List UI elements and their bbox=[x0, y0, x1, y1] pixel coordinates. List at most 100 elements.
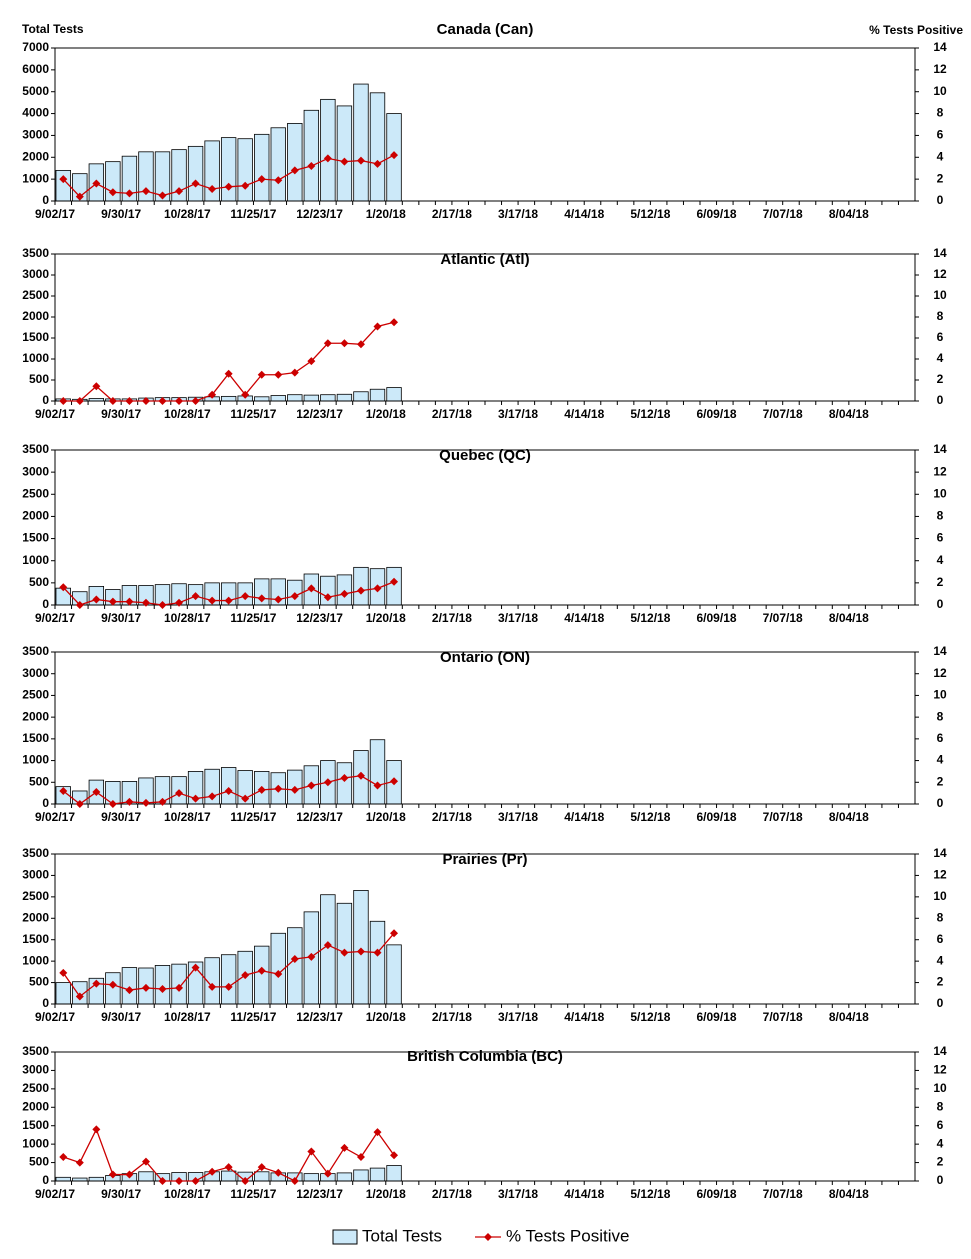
x-tick-label: 5/12/18 bbox=[630, 1187, 670, 1201]
marker bbox=[241, 1177, 250, 1185]
y2-tick-label: 4 bbox=[937, 953, 944, 967]
bar bbox=[55, 982, 71, 1005]
marker bbox=[224, 1163, 233, 1172]
x-tick-label: 10/28/17 bbox=[164, 1010, 211, 1024]
marker bbox=[208, 1167, 217, 1176]
x-tick-label: 4/14/18 bbox=[564, 611, 604, 625]
y-tick-label: 3500 bbox=[22, 246, 49, 260]
x-tick-label: 11/25/17 bbox=[230, 407, 276, 421]
y2-tick-label: 12 bbox=[933, 267, 947, 281]
bar bbox=[336, 762, 353, 805]
marker bbox=[290, 368, 299, 377]
bar bbox=[88, 1176, 105, 1182]
bar bbox=[303, 1173, 320, 1182]
marker bbox=[323, 778, 332, 787]
chart-title: Quebec (QC) bbox=[439, 447, 531, 464]
x-tick-label: 7/07/18 bbox=[763, 207, 803, 221]
y2-tick-label: 0 bbox=[937, 1173, 944, 1187]
y-tick-label: 3000 bbox=[22, 464, 49, 478]
marker bbox=[257, 1163, 266, 1172]
bar bbox=[386, 566, 402, 606]
x-tick-label: 5/12/18 bbox=[630, 810, 670, 824]
y-tick-label: 500 bbox=[29, 774, 49, 788]
marker bbox=[75, 800, 84, 808]
x-tick-label: 12/23/17 bbox=[296, 611, 343, 625]
y-tick-label: 1000 bbox=[22, 953, 49, 967]
bar bbox=[336, 105, 353, 202]
marker bbox=[323, 1169, 332, 1178]
y2-tick-label: 2 bbox=[937, 575, 944, 589]
marker bbox=[92, 595, 101, 604]
x-tick-label: 2/17/18 bbox=[432, 810, 472, 824]
marker bbox=[141, 798, 150, 807]
x-tick-label: 11/25/17 bbox=[230, 207, 276, 221]
marker bbox=[356, 771, 365, 780]
bar bbox=[336, 393, 353, 402]
y-tick-label: 1500 bbox=[22, 932, 49, 946]
marker bbox=[108, 980, 117, 989]
marker bbox=[373, 781, 382, 790]
marker bbox=[158, 1177, 167, 1185]
y-tick-label: 0 bbox=[42, 996, 49, 1010]
marker bbox=[141, 187, 150, 196]
marker bbox=[373, 1128, 382, 1137]
bar bbox=[187, 145, 204, 202]
y-tick-label: 1500 bbox=[22, 330, 49, 344]
marker bbox=[92, 382, 101, 391]
marker bbox=[323, 154, 332, 163]
x-tick-label: 7/07/18 bbox=[763, 407, 803, 421]
y-tick-label: 2500 bbox=[22, 288, 49, 302]
x-tick-label: 3/17/18 bbox=[498, 1010, 538, 1024]
marker bbox=[175, 397, 184, 405]
y2-tick-label: 0 bbox=[937, 193, 944, 207]
y2-tick-label: 6 bbox=[937, 531, 944, 545]
marker bbox=[257, 785, 266, 794]
bar bbox=[353, 391, 369, 402]
marker bbox=[158, 797, 167, 806]
y2-tick-label: 2 bbox=[937, 774, 944, 788]
x-tick-label: 9/30/17 bbox=[101, 407, 141, 421]
bar bbox=[336, 1172, 353, 1182]
marker bbox=[307, 162, 316, 171]
marker bbox=[373, 948, 382, 957]
x-tick-label: 5/12/18 bbox=[630, 407, 670, 421]
marker bbox=[390, 1151, 399, 1160]
bar bbox=[254, 945, 270, 1005]
marker bbox=[208, 184, 217, 193]
y2-tick-label: 12 bbox=[933, 1063, 947, 1077]
y2-tick-label: 10 bbox=[933, 288, 947, 302]
bar bbox=[220, 767, 237, 805]
y2-tick-label: 12 bbox=[933, 666, 947, 680]
marker bbox=[92, 979, 101, 988]
y2-tick-label: 2 bbox=[937, 171, 944, 185]
x-tick-label: 10/28/17 bbox=[164, 810, 211, 824]
x-tick-label: 9/02/17 bbox=[35, 1187, 75, 1201]
y2-tick-label: 4 bbox=[937, 351, 944, 365]
chart: Prairies (Pr) 0 500 1000 1500 2000 2500 3000 350… bbox=[22, 846, 947, 1024]
bar bbox=[237, 138, 253, 202]
y-tick-label: 2500 bbox=[22, 688, 49, 702]
x-tick-label: 4/14/18 bbox=[564, 1187, 604, 1201]
x-tick-label: 10/28/17 bbox=[164, 407, 211, 421]
y2-tick-label: 12 bbox=[933, 868, 947, 882]
y2-tick-label: 10 bbox=[933, 688, 947, 702]
marker bbox=[158, 397, 167, 405]
y-tick-label: 5000 bbox=[22, 84, 49, 98]
chart: Ontario (ON) 0 500 1000 1500 2000 2500 3000 3500… bbox=[22, 644, 947, 824]
marker bbox=[290, 785, 299, 794]
marker bbox=[191, 794, 200, 803]
bar bbox=[270, 127, 286, 202]
marker bbox=[108, 1170, 117, 1179]
y2-tick-label: 8 bbox=[937, 910, 944, 924]
x-tick-label: 12/23/17 bbox=[296, 207, 343, 221]
legend-label: Total Tests bbox=[362, 1226, 442, 1245]
plot-frame bbox=[54, 853, 916, 1005]
bar bbox=[55, 169, 71, 202]
bar bbox=[254, 396, 270, 402]
y-tick-label: 2500 bbox=[22, 889, 49, 903]
marker bbox=[274, 970, 283, 978]
x-tick-label: 9/30/17 bbox=[101, 207, 141, 221]
bar bbox=[320, 98, 336, 202]
line bbox=[63, 321, 395, 402]
